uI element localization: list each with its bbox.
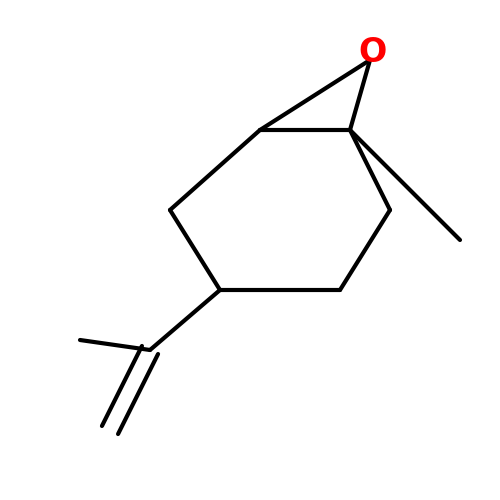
Text: O: O <box>358 36 386 69</box>
